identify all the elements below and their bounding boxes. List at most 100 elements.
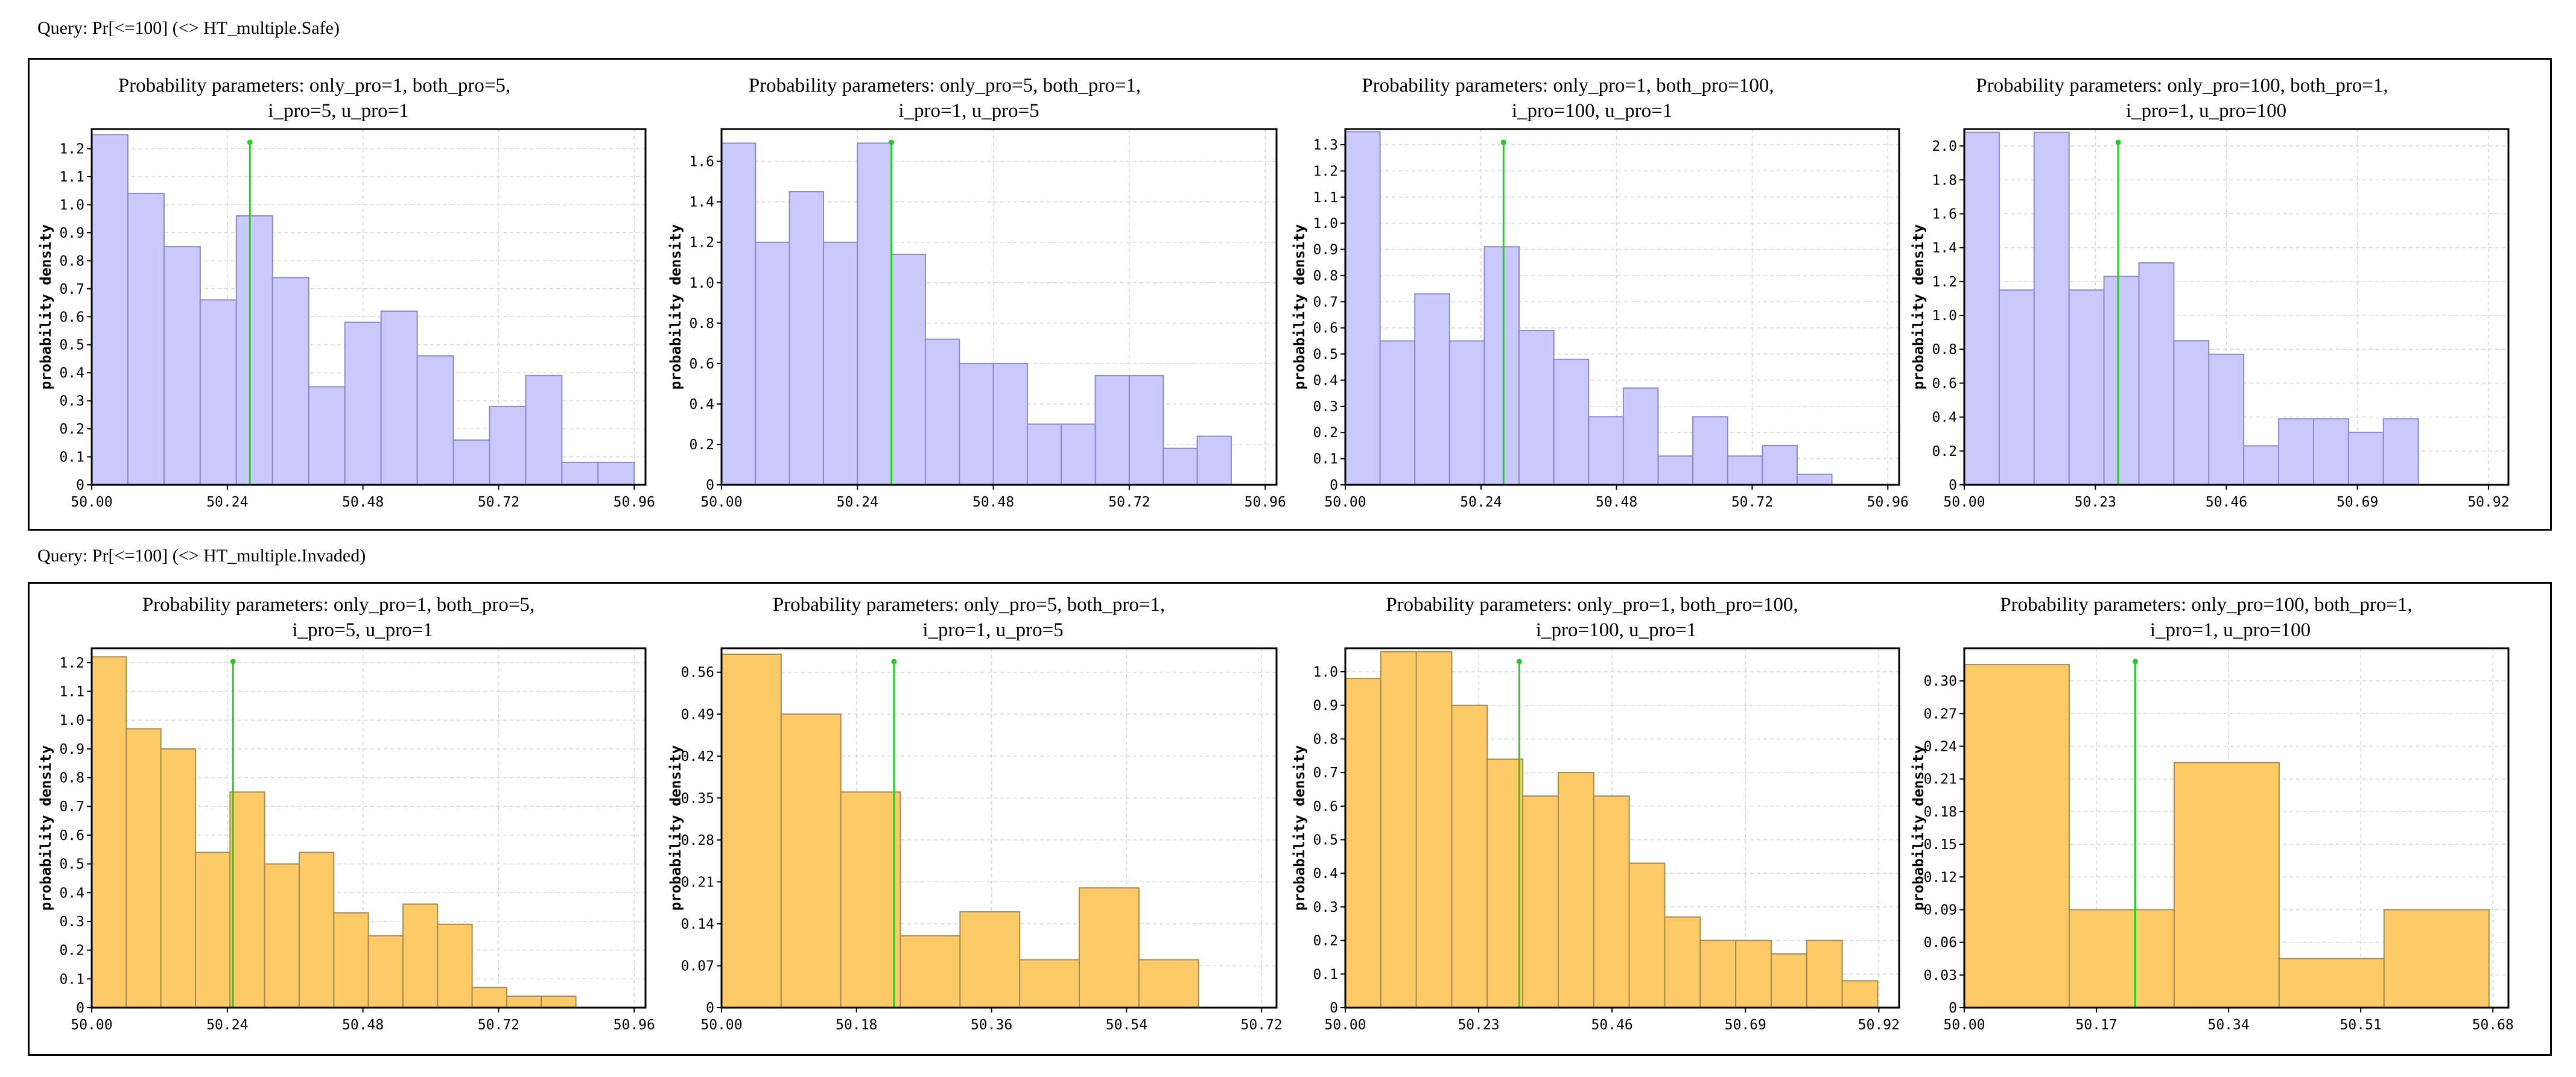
histogram-bar xyxy=(1806,940,1843,1009)
y-tick-label: 1.2 xyxy=(59,655,84,671)
histogram-bar xyxy=(2278,418,2314,486)
histogram-bar xyxy=(2208,353,2245,485)
histogram-bar xyxy=(91,656,127,1008)
mean-marker xyxy=(2132,659,2138,665)
histogram-bar xyxy=(506,995,542,1008)
y-axis-label: probability density xyxy=(1291,745,1308,911)
y-tick-label: 0.9 xyxy=(1313,242,1338,258)
histogram-bar xyxy=(402,903,439,1008)
y-tick-label: 0 xyxy=(1330,1000,1338,1016)
histogram-bar xyxy=(721,142,757,486)
y-tick-label: 1.1 xyxy=(1313,190,1338,206)
histogram-bar xyxy=(1019,959,1080,1008)
chart-title-line-2: i_pro=100, u_pro=1 xyxy=(1512,100,1672,122)
histogram-bar xyxy=(452,439,490,486)
histogram-bar xyxy=(857,142,892,486)
x-tick-label: 50.92 xyxy=(2467,494,2509,510)
x-tick-label: 50.00 xyxy=(71,494,112,510)
mean-marker xyxy=(1500,139,1506,145)
y-tick-label: 1.8 xyxy=(1932,172,1957,188)
histogram-bar xyxy=(2173,340,2210,486)
histogram-bar xyxy=(755,241,790,485)
histogram-bar xyxy=(1163,447,1198,486)
y-tick-label: 0.28 xyxy=(681,833,714,848)
histogram-bar xyxy=(1699,940,1737,1009)
x-tick-label: 50.48 xyxy=(342,494,384,510)
y-tick-label: 0.9 xyxy=(59,226,84,241)
y-tick-label: 0 xyxy=(76,478,84,493)
mean-marker xyxy=(247,139,253,145)
y-tick-label: 0.9 xyxy=(59,742,84,757)
x-tick-label: 50.48 xyxy=(1596,494,1637,510)
plot-frame xyxy=(1963,647,2510,1009)
plot-frame xyxy=(720,128,1278,486)
chart-group-invaded xyxy=(28,582,2552,1056)
y-tick-label: 1.0 xyxy=(1932,308,1957,324)
y-tick-label: 1.0 xyxy=(1313,665,1338,680)
y-tick-label: 0.30 xyxy=(1924,674,1957,689)
y-tick-label: 1.1 xyxy=(59,684,84,700)
histogram-bar xyxy=(235,215,273,485)
chart-title-line-1: Probability parameters: only_pro=1, both… xyxy=(118,75,510,96)
y-axis-label: probability density xyxy=(37,745,54,911)
histogram-bar xyxy=(1657,455,1694,486)
x-tick-label: 50.00 xyxy=(1324,1017,1366,1033)
y-tick-label: 0.5 xyxy=(1313,832,1338,848)
x-tick-label: 50.46 xyxy=(1591,1017,1633,1033)
histogram-bar xyxy=(1588,416,1624,485)
query-label-invaded: Query: Pr[<=100] (<> HT_multiple.Invaded… xyxy=(37,546,366,566)
histogram-bar xyxy=(788,191,824,486)
y-tick-label: 1.2 xyxy=(59,142,84,157)
y-tick-label: 0.5 xyxy=(59,857,84,873)
x-tick-label: 50.92 xyxy=(1858,1017,1900,1033)
histogram-bar xyxy=(333,912,369,1008)
histogram-bar xyxy=(1345,678,1382,1008)
y-tick-label: 0.4 xyxy=(689,397,714,412)
y-tick-label: 0.7 xyxy=(1313,294,1338,310)
chart-title-line-1: Probability parameters: only_pro=1, both… xyxy=(142,594,535,616)
histogram-bar xyxy=(2382,418,2419,486)
histogram-bar xyxy=(992,362,1028,486)
histogram-bar xyxy=(298,851,335,1008)
histogram-bar xyxy=(471,987,507,1009)
y-tick-label: 0.7 xyxy=(59,282,84,297)
y-tick-label: 0.06 xyxy=(1924,935,1957,951)
chart-title-line-1: Probability parameters: only_pro=1, both… xyxy=(1386,594,1798,616)
y-axis-label: probability density xyxy=(1910,224,1927,390)
y-tick-label: 0.5 xyxy=(59,338,84,353)
query-label-safe: Query: Pr[<=100] (<> HT_multiple.Safe) xyxy=(37,18,340,38)
histogram-chart-safe-2: 0 0.2 0.4 0.6 0.8 1.0 1.2 1.4 1.6 50.00 50.24 50.48… xyxy=(667,75,1286,510)
histogram-bar xyxy=(1593,795,1630,1008)
chart-title-line-1: Probability parameters: only_pro=100, bo… xyxy=(1976,75,2388,96)
histogram-bar xyxy=(1079,887,1140,1008)
y-tick-label: 0.1 xyxy=(1313,967,1338,982)
histogram-bar xyxy=(1727,455,1763,486)
x-tick-label: 50.72 xyxy=(1731,494,1773,510)
histogram-bar xyxy=(2068,909,2175,1008)
histogram-chart-safe-4: 0 0.2 0.4 0.6 0.8 1.0 1.2 1.4 1.6 1.8 2.0 50.00 50.2… xyxy=(1910,75,2510,510)
x-tick-label: 50.00 xyxy=(71,1017,112,1033)
histogram-bar xyxy=(2068,289,2105,485)
histogram-bar xyxy=(890,253,926,485)
x-tick-label: 50.72 xyxy=(478,1017,519,1033)
histogram-bar xyxy=(597,461,635,486)
histogram-bar xyxy=(2103,276,2140,485)
y-tick-label: 0.6 xyxy=(59,828,84,844)
histogram-bar xyxy=(194,851,231,1008)
y-tick-label: 0.4 xyxy=(1932,410,1957,426)
y-tick-label: 0.27 xyxy=(1924,706,1957,722)
histogram-bar xyxy=(2138,262,2175,485)
histogram-bar xyxy=(1094,374,1130,486)
y-tick-label: 0.7 xyxy=(1313,765,1338,781)
y-tick-label: 0 xyxy=(1330,478,1338,493)
histogram-bar xyxy=(489,405,527,485)
y-tick-label: 0 xyxy=(1949,478,1957,493)
y-tick-label: 0.6 xyxy=(1313,799,1338,815)
y-axis-label: probability density xyxy=(37,224,54,390)
histogram-bar xyxy=(271,277,309,485)
histogram-bar xyxy=(2347,431,2384,486)
x-tick-label: 50.69 xyxy=(1725,1017,1766,1033)
y-tick-label: 1.0 xyxy=(59,197,84,213)
x-tick-label: 50.00 xyxy=(1324,494,1366,510)
histogram-bar xyxy=(380,310,418,485)
